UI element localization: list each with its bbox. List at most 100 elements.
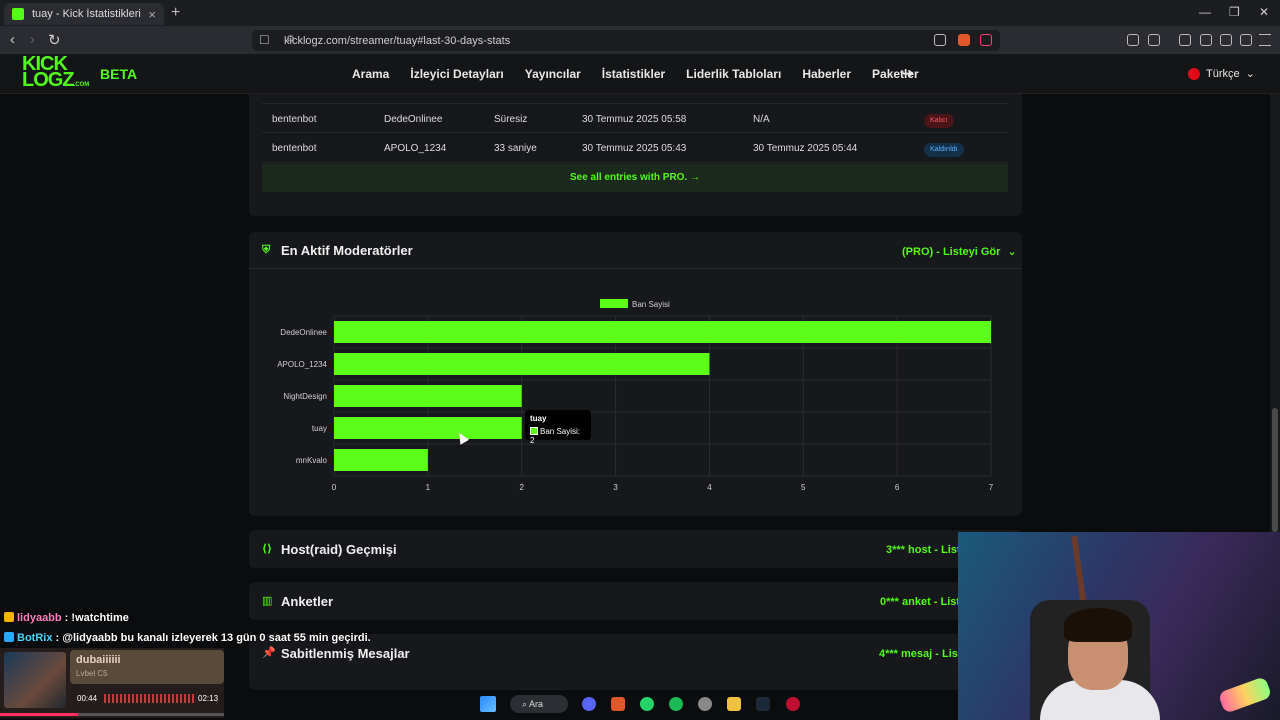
kicklogz-logo[interactable]: KICK LOGZ.COM <box>22 54 94 93</box>
tab-close-icon[interactable]: × <box>148 6 156 22</box>
bookmark-icon[interactable]: ☐ <box>259 33 270 47</box>
polls-card-title: ▥ Anketler <box>262 594 333 609</box>
pinned-card[interactable] <box>249 634 1022 690</box>
nav-haberler[interactable]: Haberler <box>802 67 852 81</box>
waveform <box>104 694 194 703</box>
pin-icon: 📌 <box>262 647 276 659</box>
app-icon[interactable] <box>698 697 712 711</box>
cell-moderator: bentenbot <box>272 114 317 125</box>
logo-line2-text: LOGZ <box>22 69 75 91</box>
whatsapp-icon[interactable] <box>640 697 654 711</box>
share-nodes-icon: ⟨⟩ <box>262 543 273 555</box>
beta-badge: BETA <box>100 66 138 82</box>
x-tick-label: 3 <box>613 483 618 492</box>
card-divider <box>249 268 1022 269</box>
table-row: bentenbot DedeOnlinee Süresiz 30 Temmuz … <box>262 103 1008 133</box>
language-label: Türkçe <box>1206 67 1240 80</box>
tooltip-label: Ban Sayisi: 2 <box>530 427 581 445</box>
login-icon[interactable]: ➜ <box>902 65 914 81</box>
discord-icon[interactable] <box>582 697 596 711</box>
sidebar-icon[interactable] <box>1179 34 1191 46</box>
cell-end: 30 Temmuz 2025 05:44 <box>753 143 858 154</box>
polls-title-text: Anketler <box>281 594 334 609</box>
polls-pro-link[interactable]: 0*** anket - Liste <box>880 596 967 608</box>
moderators-bar-chart: 0 1 2 3 4 5 6 7 Ban Sayisi DedeOnlinee APOLO_1234 N… <box>277 299 994 492</box>
nav-paketler[interactable]: Paketler <box>872 67 919 81</box>
legend-label: Ban Sayisi <box>632 300 670 309</box>
see-all-pro-link[interactable]: See all entries with PRO. → <box>262 164 1008 192</box>
wallet-icon[interactable] <box>1200 34 1212 46</box>
steam-icon[interactable] <box>756 697 770 711</box>
spotify-icon[interactable] <box>669 697 683 711</box>
y-category-label: NightDesign <box>283 392 327 401</box>
chat-text: : !watchtime <box>61 612 129 624</box>
taskbar-search[interactable]: ⌕ Ara <box>510 695 568 713</box>
tab-search-icon[interactable] <box>1148 34 1160 46</box>
site-settings-icon[interactable]: ⚙ <box>286 34 295 45</box>
chevron-down-icon: ⌄ <box>1007 246 1017 258</box>
brave-rewards-icon[interactable] <box>980 34 992 46</box>
nav-yayincilar[interactable]: Yayıncılar <box>524 67 581 81</box>
cell-date: 30 Temmuz 2025 05:58 <box>582 114 687 125</box>
leo-ai-icon[interactable] <box>1220 34 1232 46</box>
moderators-title-text: En Aktif Moderatörler <box>281 243 413 258</box>
windows-start-icon[interactable] <box>480 696 496 712</box>
pinned-pro-link[interactable]: 4*** mesaj - Liste <box>879 648 968 660</box>
x-tick-label: 0 <box>332 483 337 492</box>
forward-button[interactable]: › <box>30 31 35 48</box>
close-window-button[interactable]: ✕ <box>1259 5 1270 19</box>
file-explorer-icon[interactable] <box>727 697 741 711</box>
polls-card[interactable] <box>249 582 1022 620</box>
new-tab-button[interactable]: + <box>171 4 181 21</box>
host-card[interactable] <box>249 530 1022 568</box>
brave-shields-icon[interactable] <box>958 34 970 46</box>
extensions-icon[interactable] <box>1127 34 1139 46</box>
chat-username: BotRix <box>17 632 53 644</box>
cell-date: 30 Temmuz 2025 05:43 <box>582 143 687 154</box>
share-icon[interactable] <box>934 34 946 46</box>
main-nav: Arama İzleyici Detayları Yayıncılar İsta… <box>352 67 940 81</box>
taskbar-search-label: Ara <box>529 699 544 709</box>
chevron-down-icon: ⌄ <box>1245 68 1255 80</box>
bar <box>334 449 428 471</box>
chat-username: lidyaabb <box>17 612 62 624</box>
y-category-label: DedeOnlinee <box>280 328 327 337</box>
site-header: KICK LOGZ.COM BETA Arama İzleyici Detayl… <box>0 54 1280 94</box>
cell-duration: 33 saniye <box>494 143 537 154</box>
page-scrollbar-thumb[interactable] <box>1272 408 1278 532</box>
logo-line2: LOGZ.COM <box>22 69 94 93</box>
streamer-hair-shape <box>1064 608 1132 642</box>
bans-card <box>249 94 1022 216</box>
menu-icon[interactable] <box>1259 34 1271 46</box>
nav-istatistikler[interactable]: İstatistikler <box>601 67 666 81</box>
status-badge: Kalıcı <box>924 114 954 128</box>
chart-tooltip: tuay Ban Sayisi: 2 <box>525 410 591 445</box>
nav-izleyici-detaylari[interactable]: İzleyici Detayları <box>410 67 504 81</box>
vpn-icon[interactable] <box>1240 34 1252 46</box>
maximize-button[interactable]: ❐ <box>1229 5 1240 19</box>
url-text: kicklogz.com/streamer/tuay#last-30-days-… <box>284 34 511 47</box>
brave-icon[interactable] <box>611 697 625 711</box>
cell-duration: Süresiz <box>494 114 528 125</box>
reload-button[interactable]: ↻ <box>48 32 61 49</box>
tooltip-swatch <box>530 427 538 435</box>
turkey-flag-icon <box>1188 67 1200 80</box>
language-selector[interactable]: Türkçe ⌄ <box>1188 67 1255 80</box>
minimize-button[interactable]: — <box>1199 5 1211 19</box>
status-badge: Kaldırıldı <box>924 143 964 157</box>
y-category-label: mnKvalo <box>296 456 328 465</box>
bar <box>334 321 991 343</box>
moderators-pro-link[interactable]: (PRO) - Listeyi Gör ⌄ <box>902 245 1017 258</box>
pinned-title-text: Sabitlenmiş Mesajlar <box>281 646 410 661</box>
back-button[interactable]: ‹ <box>10 31 15 48</box>
browser-tab[interactable]: tuay - Kick İstatistikleri × <box>4 3 164 25</box>
nav-arama[interactable]: Arama <box>352 67 390 81</box>
x-tick-label: 1 <box>426 483 431 492</box>
host-pro-link[interactable]: 3*** host - Liste <box>886 544 967 556</box>
url-field[interactable]: kicklogz.com/streamer/tuay#last-30-days-… <box>252 30 1000 51</box>
host-title-text: Host(raid) Geçmişi <box>281 542 397 557</box>
nav-liderlik-tablolari[interactable]: Liderlik Tabloları <box>686 67 782 81</box>
recording-app-icon[interactable] <box>786 697 800 711</box>
bar <box>334 353 710 375</box>
